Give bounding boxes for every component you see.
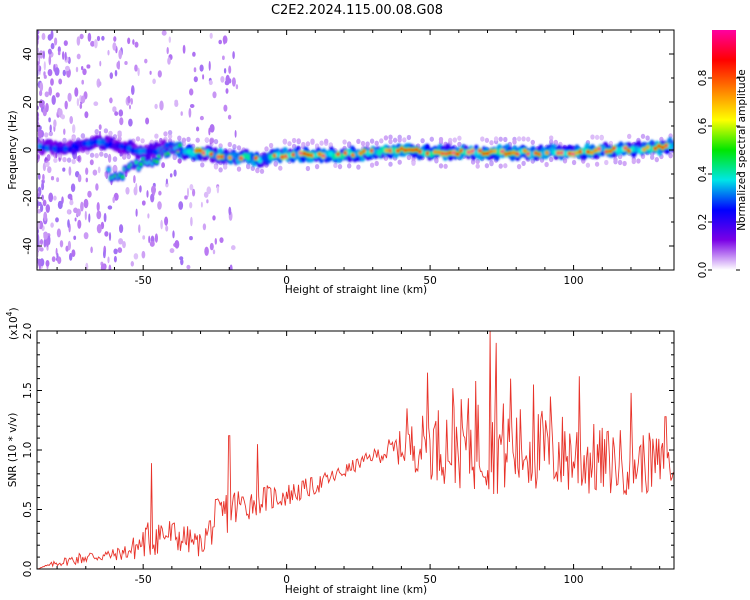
colorbar-tick-label-1: 0.2 xyxy=(697,214,709,231)
snr-axis-ticks: -50 0 50 100 0.0 0.5 1.0 1.5 2.0 xyxy=(22,323,674,586)
spectrogram-ytick-label-4: 40 xyxy=(22,47,34,60)
snr-xlabel: Height of straight line (km) xyxy=(285,584,427,596)
snr-xtick-label-0: -50 xyxy=(135,574,152,586)
spectrogram-ytick-label-3: 20 xyxy=(22,95,34,108)
spectrogram-xtick-label-3: 100 xyxy=(564,275,584,287)
snr-ytick-label-1: 0.5 xyxy=(22,501,34,518)
colorbar-tick-label-2: 0.4 xyxy=(697,165,709,182)
spectrogram-heat xyxy=(37,30,674,270)
colorbar-tick-label-4: 0.8 xyxy=(697,70,709,87)
snr-scale-label: (x104) xyxy=(5,307,20,340)
spectrogram-ytick-label-2: 0 xyxy=(22,147,34,154)
snr-ytick-label-4: 2.0 xyxy=(22,323,34,340)
colorbar-tick-label-0: 0.0 xyxy=(697,262,709,279)
spectrogram-xtick-label-2: 50 xyxy=(423,275,436,287)
snr-ytick-label-2: 1.0 xyxy=(22,442,34,459)
snr-plot-area xyxy=(37,331,674,569)
svg-text:(x104): (x104) xyxy=(5,307,20,340)
snr-scale-prefix: (x10 xyxy=(8,316,20,340)
colorbar-label: Normalized spectral amplitude xyxy=(736,69,748,230)
snr-xtick-label-2: 50 xyxy=(423,574,436,586)
spectrogram-noise xyxy=(37,30,239,270)
spectrogram-axis-ticks: -50 0 50 100 -40 -20 0 20 40 xyxy=(22,29,674,287)
colorbar-ticks: 0.0 0.2 0.4 0.6 0.8 xyxy=(697,70,740,279)
spectrogram-ytick-label-1: -20 xyxy=(22,189,34,206)
snr-series-line xyxy=(37,331,674,569)
colorbar-gradient xyxy=(712,30,736,270)
snr-ytick-label-0: 0.0 xyxy=(22,561,34,578)
spectrogram-panel: -50 0 50 100 -40 -20 0 20 40 Height of straight … xyxy=(7,29,675,296)
spectrogram-xlabel: Height of straight line (km) xyxy=(285,284,427,296)
spectrogram-xtick-label-0: -50 xyxy=(135,275,152,287)
chart-title: C2E2.2024.115.00.08.G08 xyxy=(271,3,443,18)
spectrogram-ylabel: Frequency (Hz) xyxy=(7,110,19,189)
snr-panel: -50 0 50 100 0.0 0.5 1.0 1.5 2.0 Height of strai… xyxy=(5,307,675,596)
snr-scale-exponent: 4 xyxy=(5,311,14,316)
snr-ylabel: SNR (10 * v/v) xyxy=(7,413,19,488)
spectrogram-ytick-label-0: -40 xyxy=(22,237,34,254)
snr-ytick-label-3: 1.5 xyxy=(22,382,34,399)
snr-xtick-label-3: 100 xyxy=(564,574,584,586)
spectrogram-ridge xyxy=(37,134,674,182)
colorbar: 0.0 0.2 0.4 0.6 0.8 Normalized spectral ampl… xyxy=(697,30,748,278)
snr-xtick-label-1: 0 xyxy=(283,574,290,586)
spectrogram-xtick-label-1: 0 xyxy=(283,275,290,287)
colorbar-tick-label-3: 0.6 xyxy=(697,117,709,134)
